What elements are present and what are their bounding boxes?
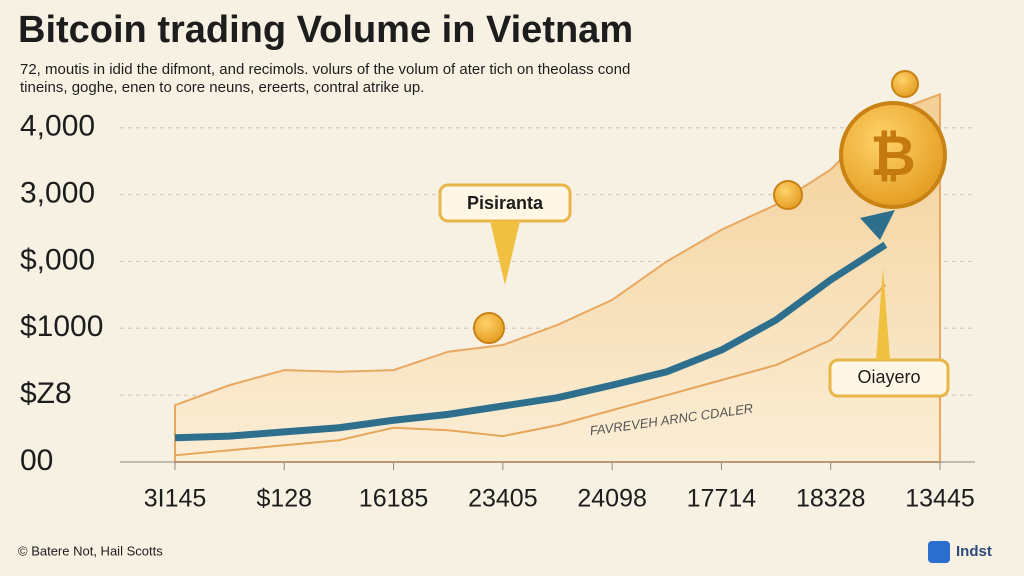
x-tick-label: 13445 [905,485,975,513]
callout-label: Pisiranta [467,193,544,213]
bitcoin-icon [839,101,947,209]
x-tick-label: 23405 [468,485,538,513]
line [174,284,887,457]
logo: Indst [956,543,992,560]
coin-icon [773,180,803,210]
x-tick-label: $128 [256,485,312,513]
arrow-head [860,210,895,240]
x-tick-label: 18328 [796,485,866,513]
logo-icon [928,541,950,563]
subtitle: tineins, goghe, enen to core neuns, eree… [20,79,424,96]
x-tick-label: 3I145 [144,485,207,513]
x-tick-label: 17714 [687,485,757,513]
x-tick-label: 24098 [577,485,647,513]
y-tick-label: 4,000 [20,110,95,143]
coin-icon [473,312,505,344]
coin-icon [891,70,919,98]
y-tick-label: $,000 [20,243,95,276]
callout-pointer [490,221,520,285]
y-tick-label: $Z8 [20,377,72,410]
subtitle: 72, moutis in idid the difmont, and reci… [20,61,630,78]
plot: 00 $Z8 $1000 $,000 3,000 4,000 3I145 $128 16185 2… [20,92,975,513]
callout-label: Oiayero [857,367,920,387]
line [174,241,888,442]
bitcoin-symbol: ₿ [870,124,916,187]
y-tick-label: 00 [20,444,53,477]
footer: © Batere Not, Hail Scotts [18,543,163,558]
chart-title: Bitcoin trading Volume in Vietnam [18,9,633,51]
y-tick-label: 3,000 [20,177,95,210]
callout-pointer [876,268,890,360]
x-tick-label: 16185 [359,485,429,513]
y-tick-label: $1000 [20,310,103,343]
